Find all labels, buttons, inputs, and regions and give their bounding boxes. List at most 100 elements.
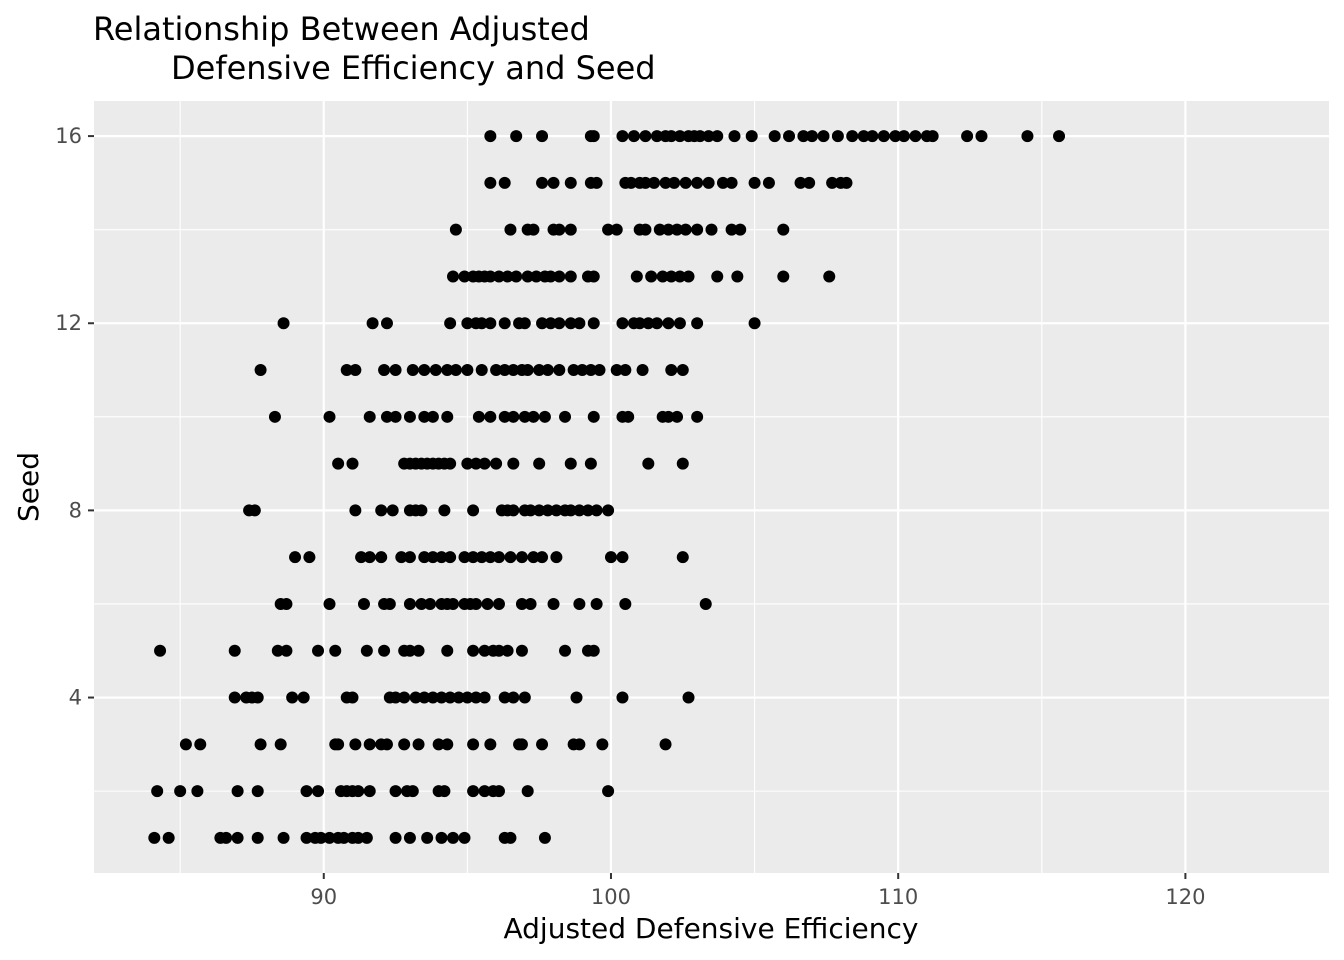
data-point <box>228 691 241 704</box>
data-point <box>438 785 451 798</box>
data-point <box>553 270 566 283</box>
y-tick-label: 12 <box>55 311 82 335</box>
data-point <box>162 831 175 844</box>
data-point <box>469 457 482 470</box>
data-point <box>648 176 661 189</box>
data-point <box>1053 130 1066 143</box>
data-point <box>346 691 359 704</box>
data-point <box>507 504 520 517</box>
data-point <box>541 504 554 517</box>
data-point <box>602 223 615 236</box>
data-point <box>570 691 583 704</box>
data-point <box>642 457 655 470</box>
data-point <box>619 364 632 377</box>
data-point <box>527 410 540 423</box>
data-point <box>484 176 497 189</box>
x-tick-label: 100 <box>591 885 631 909</box>
data-point <box>380 410 393 423</box>
data-point <box>363 738 376 751</box>
data-point <box>564 317 577 330</box>
data-point <box>831 130 844 143</box>
data-point <box>484 130 497 143</box>
data-point <box>314 831 327 844</box>
data-point <box>380 317 393 330</box>
data-point <box>332 457 345 470</box>
data-point <box>676 457 689 470</box>
data-point <box>435 691 448 704</box>
data-point <box>303 551 316 564</box>
data-point <box>547 176 560 189</box>
data-point <box>521 364 534 377</box>
data-point <box>518 317 531 330</box>
data-point <box>694 130 707 143</box>
data-point <box>337 831 350 844</box>
data-point <box>490 364 503 377</box>
data-point <box>449 364 462 377</box>
data-point <box>536 738 549 751</box>
data-point <box>501 270 514 283</box>
data-point <box>280 644 293 657</box>
data-point <box>616 691 629 704</box>
data-point <box>289 551 302 564</box>
data-point <box>515 644 528 657</box>
data-point <box>524 504 537 517</box>
data-point <box>817 130 830 143</box>
data-point <box>467 785 480 798</box>
data-point <box>610 364 623 377</box>
data-point <box>248 504 261 517</box>
data-point <box>564 270 577 283</box>
data-point <box>590 176 603 189</box>
data-point <box>553 317 566 330</box>
data-point <box>461 691 474 704</box>
data-point <box>355 551 368 564</box>
data-point <box>412 644 425 657</box>
data-point <box>716 176 729 189</box>
data-point <box>1021 130 1034 143</box>
data-point <box>378 364 391 377</box>
data-point <box>527 223 540 236</box>
data-point <box>794 176 807 189</box>
data-point <box>691 410 704 423</box>
data-point <box>349 738 362 751</box>
data-point <box>659 176 672 189</box>
x-axis-title: Adjusted Defensive Efficiency <box>504 912 919 945</box>
data-point <box>567 364 580 377</box>
x-tick-label: 110 <box>878 885 918 909</box>
data-point <box>461 364 474 377</box>
data-point <box>691 223 704 236</box>
data-point <box>659 738 672 751</box>
data-point <box>645 270 658 283</box>
data-point <box>639 223 652 236</box>
data-point <box>504 551 517 564</box>
data-point <box>521 270 534 283</box>
data-point <box>507 691 520 704</box>
data-point <box>662 317 675 330</box>
data-point <box>653 223 666 236</box>
data-point <box>179 738 192 751</box>
data-point <box>536 176 549 189</box>
data-point <box>826 176 839 189</box>
data-point <box>676 551 689 564</box>
data-point <box>541 364 554 377</box>
data-point <box>406 785 419 798</box>
data-point <box>484 317 497 330</box>
data-point <box>415 504 428 517</box>
data-point <box>889 130 902 143</box>
data-point <box>533 457 546 470</box>
data-point <box>254 364 267 377</box>
data-point <box>682 270 695 283</box>
plot-panel <box>94 101 1329 873</box>
data-point <box>926 130 939 143</box>
data-point <box>877 130 890 143</box>
data-point <box>332 738 345 751</box>
data-point <box>484 410 497 423</box>
data-point <box>492 551 505 564</box>
data-point <box>573 317 586 330</box>
data-point <box>329 644 342 657</box>
data-point <box>415 597 428 610</box>
chart-title-line-1: Relationship Between Adjusted <box>93 10 590 48</box>
data-point <box>846 130 859 143</box>
data-point <box>458 270 471 283</box>
data-point <box>461 457 474 470</box>
data-point <box>559 410 572 423</box>
